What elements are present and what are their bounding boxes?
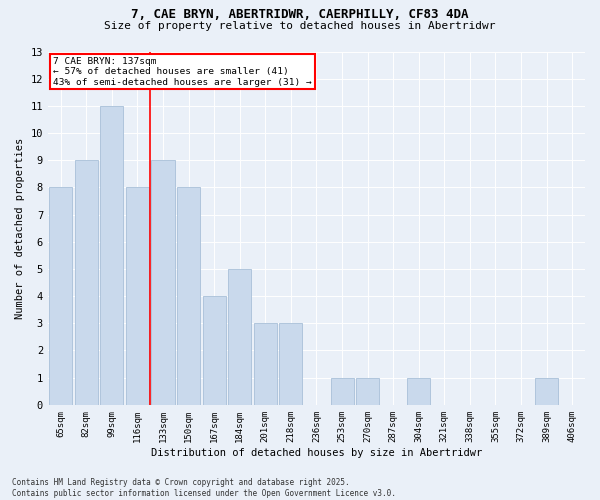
Bar	[49, 188, 72, 405]
Bar	[100, 106, 124, 405]
Text: 7 CAE BRYN: 137sqm
← 57% of detached houses are smaller (41)
43% of semi-detache: 7 CAE BRYN: 137sqm ← 57% of detached hou…	[53, 57, 312, 86]
Bar	[407, 378, 430, 405]
Bar	[228, 269, 251, 405]
Text: Contains HM Land Registry data © Crown copyright and database right 2025.
Contai: Contains HM Land Registry data © Crown c…	[12, 478, 396, 498]
Y-axis label: Number of detached properties: Number of detached properties	[15, 138, 25, 319]
Bar	[331, 378, 353, 405]
Bar	[203, 296, 226, 405]
Text: Size of property relative to detached houses in Abertridwr: Size of property relative to detached ho…	[104, 21, 496, 31]
Bar	[280, 324, 302, 405]
Text: 7, CAE BRYN, ABERTRIDWR, CAERPHILLY, CF83 4DA: 7, CAE BRYN, ABERTRIDWR, CAERPHILLY, CF8…	[131, 8, 469, 20]
Bar	[75, 160, 98, 405]
Bar	[126, 188, 149, 405]
X-axis label: Distribution of detached houses by size in Abertridwr: Distribution of detached houses by size …	[151, 448, 482, 458]
Bar	[535, 378, 558, 405]
Bar	[177, 188, 200, 405]
Bar	[356, 378, 379, 405]
Bar	[254, 324, 277, 405]
Bar	[151, 160, 175, 405]
